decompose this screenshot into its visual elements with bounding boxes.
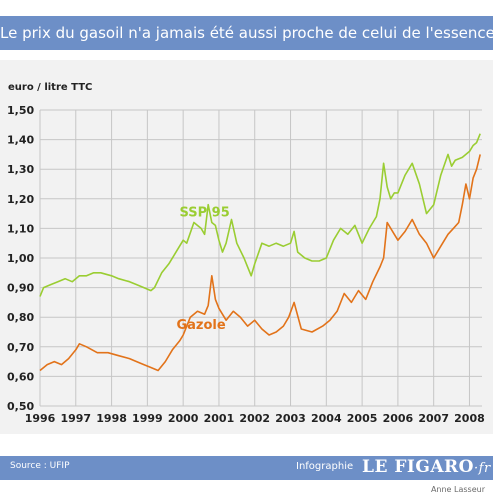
y-tick-label: 0,90 xyxy=(7,282,34,295)
y-tick-label: 1,30 xyxy=(7,163,34,176)
y-tick-label: 0,50 xyxy=(7,400,34,413)
x-tick-label: 1996 xyxy=(25,412,56,425)
footer-bar: Source : UFIP Infographie LE FIGARO·fr xyxy=(0,456,493,480)
x-tick-label: 2002 xyxy=(239,412,270,425)
x-tick-label: 2005 xyxy=(347,412,378,425)
x-tick-label: 2006 xyxy=(383,412,414,425)
author-credit: Anne Lasseur xyxy=(430,485,485,494)
x-tick-label: 2004 xyxy=(311,412,342,425)
x-tick-label: 2007 xyxy=(418,412,449,425)
y-tick-label: 1,10 xyxy=(7,222,34,235)
x-tick-label: 2003 xyxy=(275,412,306,425)
logo-suffix-text: ·fr xyxy=(474,461,491,476)
logo-main-text: LE FIGARO xyxy=(362,457,474,477)
x-tick-label: 1997 xyxy=(60,412,91,425)
infographie-label: Infographie xyxy=(296,461,354,472)
x-tick-label: 1998 xyxy=(96,412,127,425)
x-tick-label: 2001 xyxy=(204,412,235,425)
y-tick-label: 1,50 xyxy=(7,104,34,117)
x-tick-label: 1999 xyxy=(132,412,163,425)
y-tick-label: 1,40 xyxy=(7,134,34,147)
series-line-gazole xyxy=(39,154,481,372)
chart-title: Le prix du gasoil n'a jamais été aussi p… xyxy=(0,16,493,50)
y-tick-label: 1,00 xyxy=(7,252,34,265)
plot-panel: euro / litre TTC SSP 95 Gazole 1,50 1,40 1,… xyxy=(0,60,493,434)
y-axis-unit-label: euro / litre TTC xyxy=(8,82,92,93)
series-label-gazole: Gazole xyxy=(176,318,225,333)
source-text: Source : UFIP xyxy=(10,461,70,471)
x-tick-label: 2000 xyxy=(168,412,199,425)
x-tick-label: 2008 xyxy=(454,412,485,425)
y-tick-label: 1,20 xyxy=(7,193,34,206)
y-tick-label: 0,80 xyxy=(7,311,34,324)
series-line-ssp-95 xyxy=(39,133,481,297)
series-label-ssp-95: SSP 95 xyxy=(179,206,229,221)
le-figaro-logo: LE FIGARO·fr xyxy=(362,457,491,477)
y-tick-label: 0,60 xyxy=(7,370,34,383)
y-tick-label: 0,70 xyxy=(7,341,34,354)
chart-svg: euro / litre TTC SSP 95 Gazole 1,50 1,40 1,… xyxy=(7,82,485,425)
